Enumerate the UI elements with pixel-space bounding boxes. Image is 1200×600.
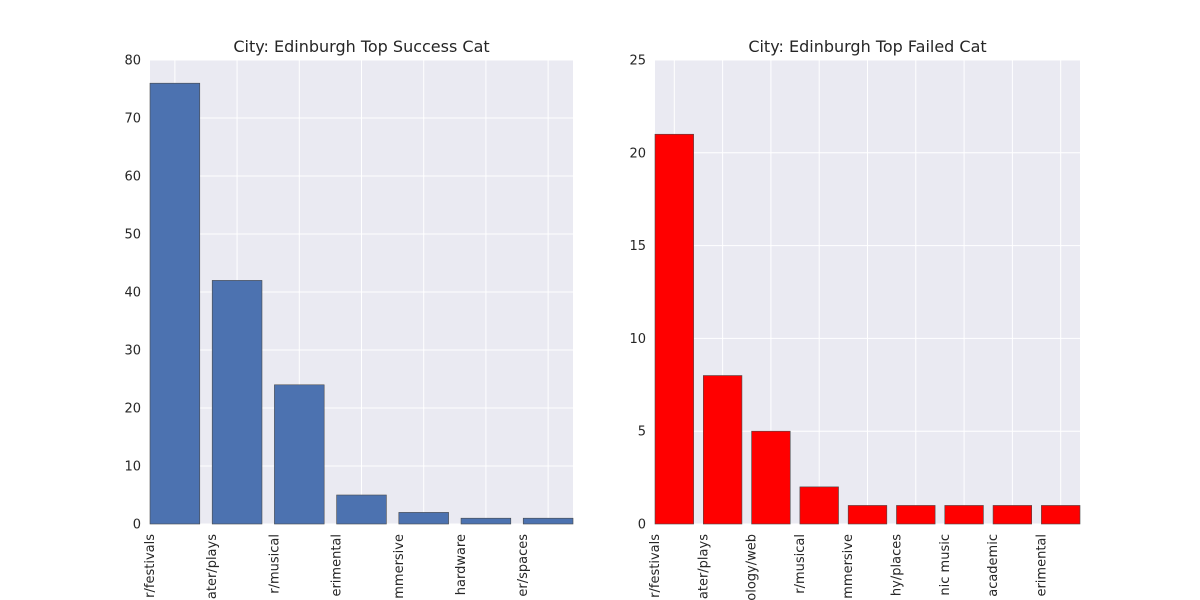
chart-panel-1: 0 10 20 30 40 50 60 70 80 r/festivals ater/plays r/…: [124, 37, 574, 599]
y-tick-label: 15: [629, 239, 646, 254]
bar: [896, 505, 936, 525]
bar: [274, 384, 325, 525]
y-tick-label: 5: [638, 425, 646, 440]
y-tick-label: 50: [124, 228, 141, 243]
bar: [398, 512, 449, 525]
x-tick-label: ology/web: [745, 534, 760, 600]
bar: [702, 375, 743, 525]
bar: [211, 280, 263, 525]
chart-title: City: Edinburgh Top Success Cat: [233, 37, 489, 56]
x-tick-label: hardware: [454, 534, 469, 595]
x-tick-label: r/festivals: [143, 534, 158, 598]
y-tick-label: 70: [124, 112, 141, 127]
x-tick-label: r/musical: [267, 534, 282, 594]
x-tick-label: ater/plays: [205, 534, 220, 599]
x-tick-label: hy/places: [889, 534, 904, 596]
bar: [149, 82, 201, 525]
x-tick-label: r/festivals: [648, 534, 663, 598]
bar: [336, 494, 387, 525]
chart-panel-2: 0 5 10 15 20 25 r/festivals ater/plays ology/web…: [629, 37, 1081, 600]
bar: [522, 517, 574, 525]
bar: [992, 505, 1033, 525]
x-tick-label: nic music: [938, 534, 953, 596]
y-tick-label: 20: [629, 146, 646, 161]
y-tick-label: 30: [124, 344, 141, 359]
x-tick-label: ater/plays: [696, 534, 711, 599]
bar: [654, 133, 694, 525]
x-tick-label: erimental: [330, 534, 345, 597]
y-tick-label: 10: [124, 460, 141, 475]
bar: [799, 486, 839, 525]
y-tick-label: 0: [638, 518, 646, 533]
y-tick-label: 25: [629, 54, 646, 69]
bar: [944, 505, 984, 525]
y-tick-label: 20: [124, 402, 141, 417]
y-tick-label: 60: [124, 170, 141, 185]
y-tick-label: 40: [124, 286, 141, 301]
x-tick-label: mmersive: [841, 534, 856, 599]
bar: [751, 430, 791, 525]
x-tick-label: mmersive: [392, 534, 407, 599]
y-tick-label: 80: [124, 54, 141, 69]
y-tick-label: 10: [629, 332, 646, 347]
bar: [847, 505, 888, 525]
bar: [1041, 505, 1081, 525]
x-tick-label: erimental: [1034, 534, 1049, 597]
x-tick-label: r/musical: [793, 534, 808, 594]
bar: [460, 517, 512, 525]
x-tick-label: er/spaces: [516, 534, 531, 597]
chart-title: City: Edinburgh Top Failed Cat: [748, 37, 986, 56]
y-tick-label: 0: [133, 518, 141, 533]
x-tick-label: academic: [986, 534, 1001, 597]
